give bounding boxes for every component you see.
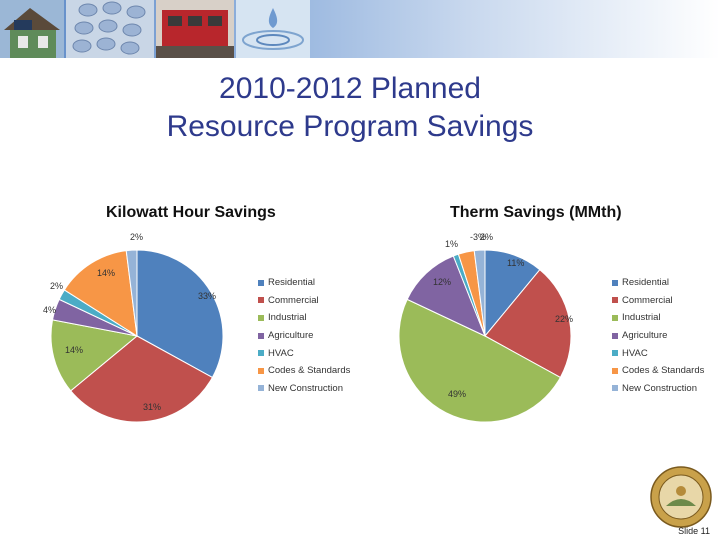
kwh-slice-commercial [70,335,214,423]
kwh-legend-swatch [258,297,264,304]
therm-legend-item-residential: Residential [612,274,704,292]
kwh-data-label-hvac: 2% [50,281,63,291]
header-banner [0,0,720,58]
kwh-slice-industrial [50,319,139,392]
therm-legend-swatch [612,279,618,286]
therm-slice-industrial [398,298,562,423]
kwh-legend: Residential Commercial Industrial Agricultu… [258,274,350,397]
therm-legend-swatch [612,297,618,304]
therm-legend-swatch [612,350,618,357]
kwh-legend-swatch [258,350,264,357]
therm-data-label-commercial: 22% [555,314,573,324]
kwh-data-label-new-construction: 2% [130,232,143,242]
kwh-slice-codes-and-standards [63,250,138,337]
therm-legend-item-agriculture: Agriculture [612,327,704,345]
therm-legend-item-industrial: Industrial [612,309,704,327]
therm-legend: Residential Commercial Industrial Agricultu… [612,274,704,397]
kwh-legend-swatch [258,367,264,374]
therm-slice-new-construction [473,249,486,337]
kwh-legend-item-new-construction: New Construction [258,380,350,398]
therm-legend-swatch [612,314,618,321]
kwh-legend-swatch [258,314,264,321]
kwh-legend-item-agriculture: Agriculture [258,327,350,345]
therm-legend-label: Commercial [622,294,673,306]
slide-number: Slide 11 [678,526,710,536]
therm-data-label-hvac: 1% [445,239,458,249]
therm-legend-swatch [612,332,618,339]
slide-title-line-2: Resource Program Savings [166,110,534,143]
therm-data-label-codes-and-standards: -3% [470,232,486,242]
kwh-legend-label: Agriculture [268,330,314,342]
kwh-legend-item-hvac: HVAC [258,344,350,362]
kwh-data-label-agriculture: 4% [43,305,56,315]
kwh-legend-swatch [258,385,264,392]
kwh-legend-swatch [258,332,264,339]
train-photo [156,0,234,58]
therm-legend-swatch [612,385,618,392]
kwh-chart-title: Kilowatt Hour Savings [106,204,276,221]
kwh-slice-residential [136,249,224,379]
kwh-legend-label: New Construction [268,382,343,394]
therm-legend-label: HVAC [622,347,648,359]
therm-legend-swatch [612,367,618,374]
kwh-legend-swatch [258,279,264,286]
therm-legend-item-hvac: HVAC [612,344,704,362]
therm-data-label-agriculture: 12% [433,277,451,287]
therm-legend-item-commercial: Commercial [612,292,704,310]
kwh-legend-item-industrial: Industrial [258,309,350,327]
therm-slice-agriculture [406,255,486,337]
kwh-data-label-industrial: 14% [65,345,83,355]
therm-data-label-residential: 11% [507,258,524,268]
kwh-slice-new-construction [125,249,138,337]
therm-legend-label: Residential [622,277,669,289]
therm-legend-label: Codes & Standards [622,365,705,377]
therm-legend-item-codes-and-standards: Codes & Standards [612,362,704,380]
therm-slice-commercial [484,269,572,379]
slide-title-line-1: 2010-2012 Planned [219,72,481,105]
state-seal-logo [650,466,712,528]
kwh-legend-item-codes-and-standards: Codes & Standards [258,362,350,380]
water-drop-photo [236,0,310,58]
therm-legend-label: New Construction [622,382,697,394]
kwh-legend-label: Residential [268,277,315,289]
therm-chart-title: Therm Savings (MMth) [450,204,622,221]
therm-data-label-new-construction: 2% [480,232,493,242]
kwh-legend-item-commercial: Commercial [258,292,350,310]
kwh-legend-label: Industrial [268,312,307,324]
house-photo [0,0,64,58]
kwh-legend-label: HVAC [268,347,294,359]
therm-data-label-industrial: 49% [448,389,466,399]
kwh-data-label-residential: 33% [198,291,216,301]
therm-legend-item-new-construction: New Construction [612,380,704,398]
kwh-data-label-codes-and-standards: 14% [97,268,115,278]
slide-title: 2010-2012 Planned Resource Program Savin… [100,70,600,146]
kwh-legend-label: Commercial [268,294,319,306]
therm-legend-label: Agriculture [622,330,668,342]
therm-legend-label: Industrial [622,312,661,324]
kwh-legend-item-residential: Residential [258,274,350,292]
kwh-data-label-commercial: 31% [143,402,161,412]
kwh-legend-label: Codes & Standards [268,365,351,377]
keypad-photo [66,0,154,58]
